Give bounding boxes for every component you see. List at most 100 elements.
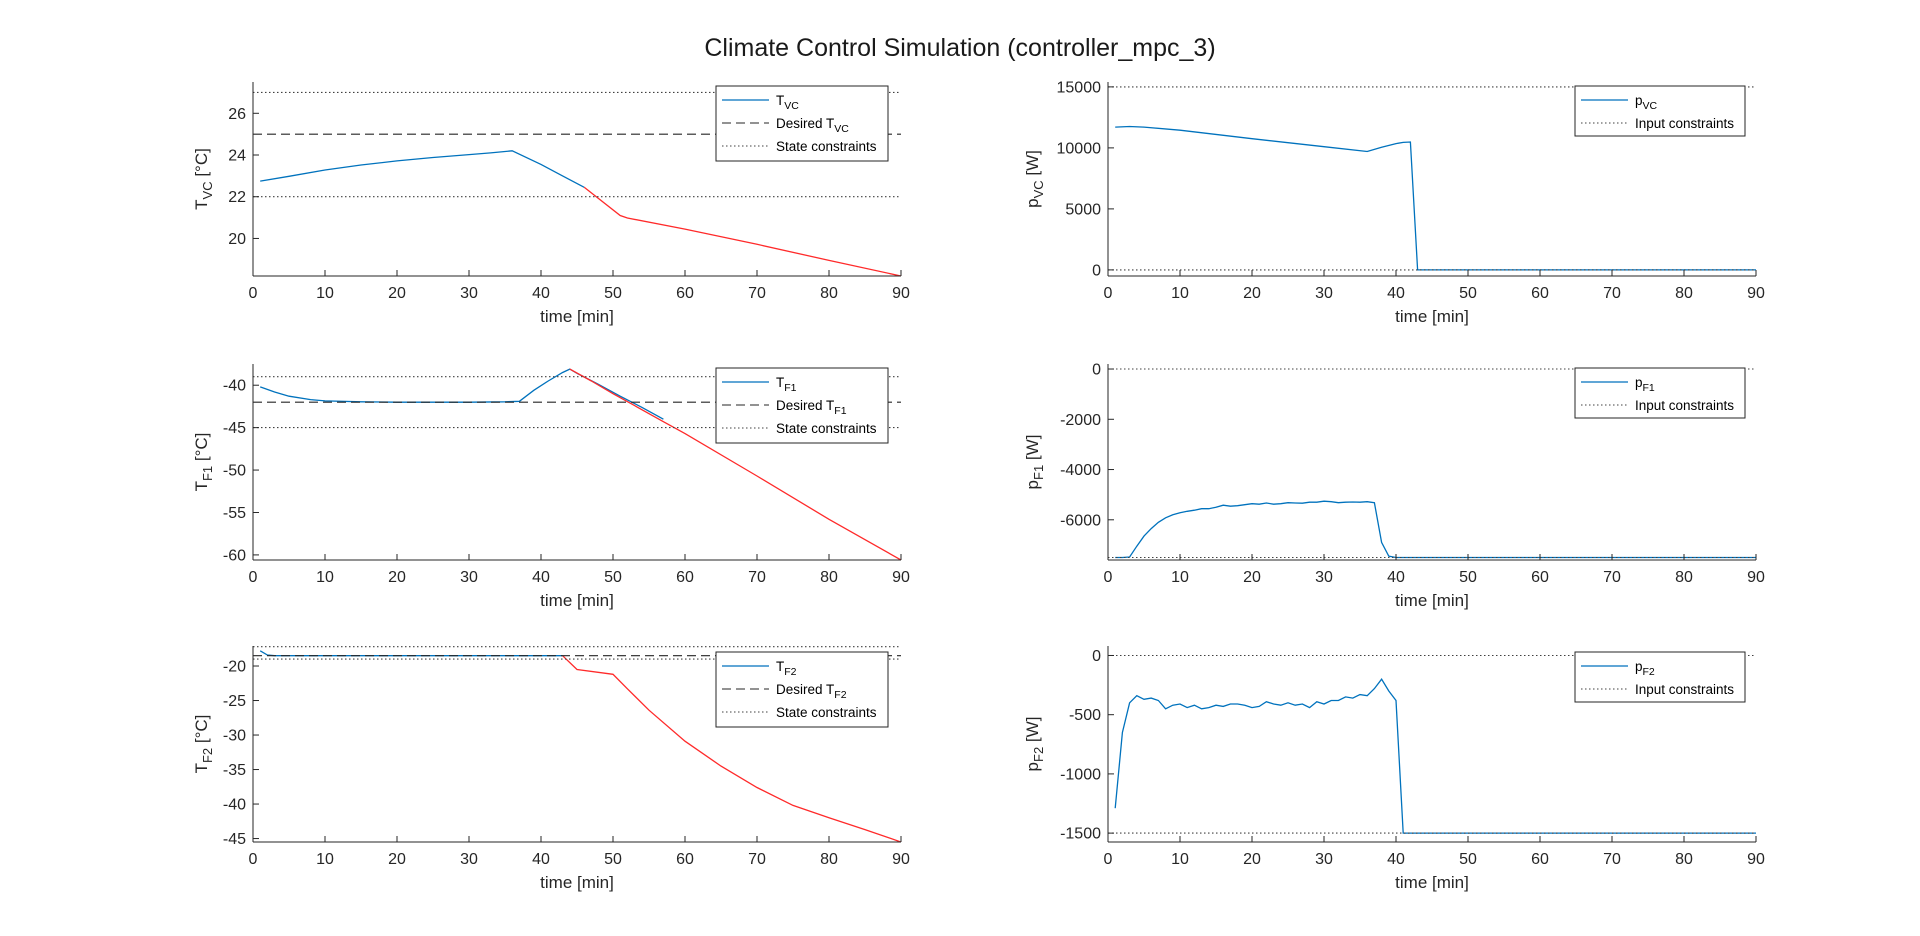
y-tick-label-pf2-3: 0 [1092,648,1101,665]
figure-title: Climate Control Simulation (controller_m… [704,34,1215,62]
legend-box-pvc [1574,85,1746,137]
x-tick-label-pvc-3: 30 [1315,285,1333,302]
legend-box-pf2 [1574,651,1746,703]
x-tick-label-pvc-7: 70 [1603,285,1621,302]
series-line-pf2-0 [1114,678,1756,834]
series-line-pf1-0 [1115,500,1756,559]
x-tick-label-tvc-4: 40 [532,285,550,302]
legend-label-pf1-0: pF1 [1635,375,1655,394]
x-tick-label-pf1-3: 30 [1315,569,1333,586]
x-tick-label-tvc-2: 20 [388,285,406,302]
x-tick-label-tvc-1: 10 [316,285,334,302]
y-tick-label-tf1-0: -60 [223,547,246,564]
x-tick-label-pvc-9: 90 [1747,285,1765,302]
legend-label-pvc-0: pVC [1635,93,1658,112]
legend-label-tf1-0: TF1 [776,375,797,394]
series-line-tvc-0 [260,150,585,188]
y-tick-label-tf2-4: -25 [223,693,246,710]
legend-box-pf1 [1574,367,1746,419]
y-tick-label-pvc-2: 10000 [1057,140,1102,157]
x-tick-label-pf1-5: 50 [1459,569,1477,586]
x-tick-label-tf2-9: 90 [892,851,910,868]
x-tick-label-tf1-9: 90 [892,569,910,586]
x-tick-label-tf1-6: 60 [676,569,694,586]
legend-label-pf2-1: Input constraints [1635,682,1734,697]
legend-label-tvc-0: TVC [776,93,799,112]
y-tick-label-pf2-0: -1500 [1060,826,1101,843]
subplot-pf1: 0 10 20 30 40 50 60 70 80 90 -6000 -4000 -2000 0 time … [1023,362,1765,610]
y-tick-label-pf2-2: -500 [1069,707,1101,724]
x-axis-label-pf2: time [min] [1395,873,1469,892]
y-tick-label-pf1-0: -6000 [1060,512,1101,529]
x-tick-label-tvc-7: 70 [748,285,766,302]
series-line-pvc-0 [1115,125,1756,271]
legend-label-tf2-3: State constraints [776,705,877,720]
y-axis-label-pvc: pVC [W] [1023,150,1046,208]
x-tick-label-pf2-3: 30 [1315,851,1333,868]
x-tick-label-pvc-0: 0 [1104,285,1113,302]
x-tick-label-pf1-2: 20 [1243,569,1261,586]
y-tick-label-tf1-4: -40 [223,378,246,395]
y-tick-label-tf2-5: -20 [223,659,246,676]
x-tick-label-pvc-5: 50 [1459,285,1477,302]
x-tick-label-pf1-8: 80 [1675,569,1693,586]
x-tick-label-tf1-1: 10 [316,569,334,586]
x-tick-label-pf1-9: 90 [1747,569,1765,586]
x-tick-label-pf2-7: 70 [1603,851,1621,868]
x-tick-label-tf1-2: 20 [388,569,406,586]
subplot-pvc: 0 10 20 30 40 50 60 70 80 90 0 5000 10000 15000 time [… [1023,79,1765,326]
legend-tf1: TF1 Desired TF1 State constraints [715,367,889,444]
x-tick-label-pf1-6: 60 [1531,569,1549,586]
y-tick-label-tf2-0: -45 [223,831,246,848]
legend-pf1: pF1 Input constraints [1574,367,1746,419]
series-line-tvc-1 [583,186,901,276]
legend-label-tf2-2: Desired TF2 [776,682,847,701]
x-tick-label-pf2-0: 0 [1104,851,1113,868]
legend-pf2: pF2 Input constraints [1574,651,1746,703]
x-tick-label-pf2-4: 40 [1387,851,1405,868]
x-tick-label-pf1-7: 70 [1603,569,1621,586]
x-tick-label-tvc-8: 80 [820,285,838,302]
x-tick-label-pf2-5: 50 [1459,851,1477,868]
x-tick-label-tf1-8: 80 [820,569,838,586]
x-tick-label-tvc-0: 0 [249,285,258,302]
y-tick-label-tvc-3: 26 [228,106,246,123]
x-tick-label-pvc-2: 20 [1243,285,1261,302]
x-tick-label-tf2-3: 30 [460,851,478,868]
x-tick-label-pf1-4: 40 [1387,569,1405,586]
legend-pvc: pVC Input constraints [1574,85,1746,137]
x-tick-label-tf1-4: 40 [532,569,550,586]
x-tick-label-tf1-3: 30 [460,569,478,586]
x-tick-label-tvc-5: 50 [604,285,622,302]
x-axis-label-pf1: time [min] [1395,591,1469,610]
x-tick-label-tf2-1: 10 [316,851,334,868]
x-tick-label-pvc-8: 80 [1675,285,1693,302]
subplot-tf1: 0 10 20 30 40 50 60 70 80 90 -60 -55 -50 -45 -40 time [… [192,364,910,610]
y-tick-label-pvc-0: 0 [1092,262,1101,279]
legend-label-tf1-3: State constraints [776,421,877,436]
x-tick-label-pvc-6: 60 [1531,285,1549,302]
y-tick-label-tf2-1: -40 [223,797,246,814]
x-tick-label-pf2-1: 10 [1171,851,1189,868]
x-tick-label-pf2-6: 60 [1531,851,1549,868]
x-tick-label-tf2-8: 80 [820,851,838,868]
y-tick-label-tf2-3: -30 [223,728,246,745]
plots-group: 0 10 20 30 40 50 60 70 80 90 20 22 24 26 time [min] TVC… [192,79,1765,892]
y-tick-label-tvc-1: 22 [228,189,246,206]
x-axis-label-pvc: time [min] [1395,307,1469,326]
y-axis-label-tf1: TF1 [°C] [192,433,215,492]
y-tick-label-pvc-1: 5000 [1065,201,1101,218]
y-tick-label-tf2-2: -35 [223,762,246,779]
x-tick-label-tf2-7: 70 [748,851,766,868]
x-tick-label-pf2-8: 80 [1675,851,1693,868]
subplot-pf2: 0 10 20 30 40 50 60 70 80 90 -1500 -1000 -500 0 time [… [1023,646,1765,892]
x-tick-label-tf1-5: 50 [604,569,622,586]
y-tick-label-pvc-3: 15000 [1057,79,1102,96]
x-tick-label-tvc-6: 60 [676,285,694,302]
x-axis-label-tvc: time [min] [540,307,614,326]
y-tick-label-pf2-1: -1000 [1060,766,1101,783]
x-tick-label-pvc-1: 10 [1171,285,1189,302]
series-line-tf2-1 [562,655,901,842]
x-tick-label-pf2-2: 20 [1243,851,1261,868]
